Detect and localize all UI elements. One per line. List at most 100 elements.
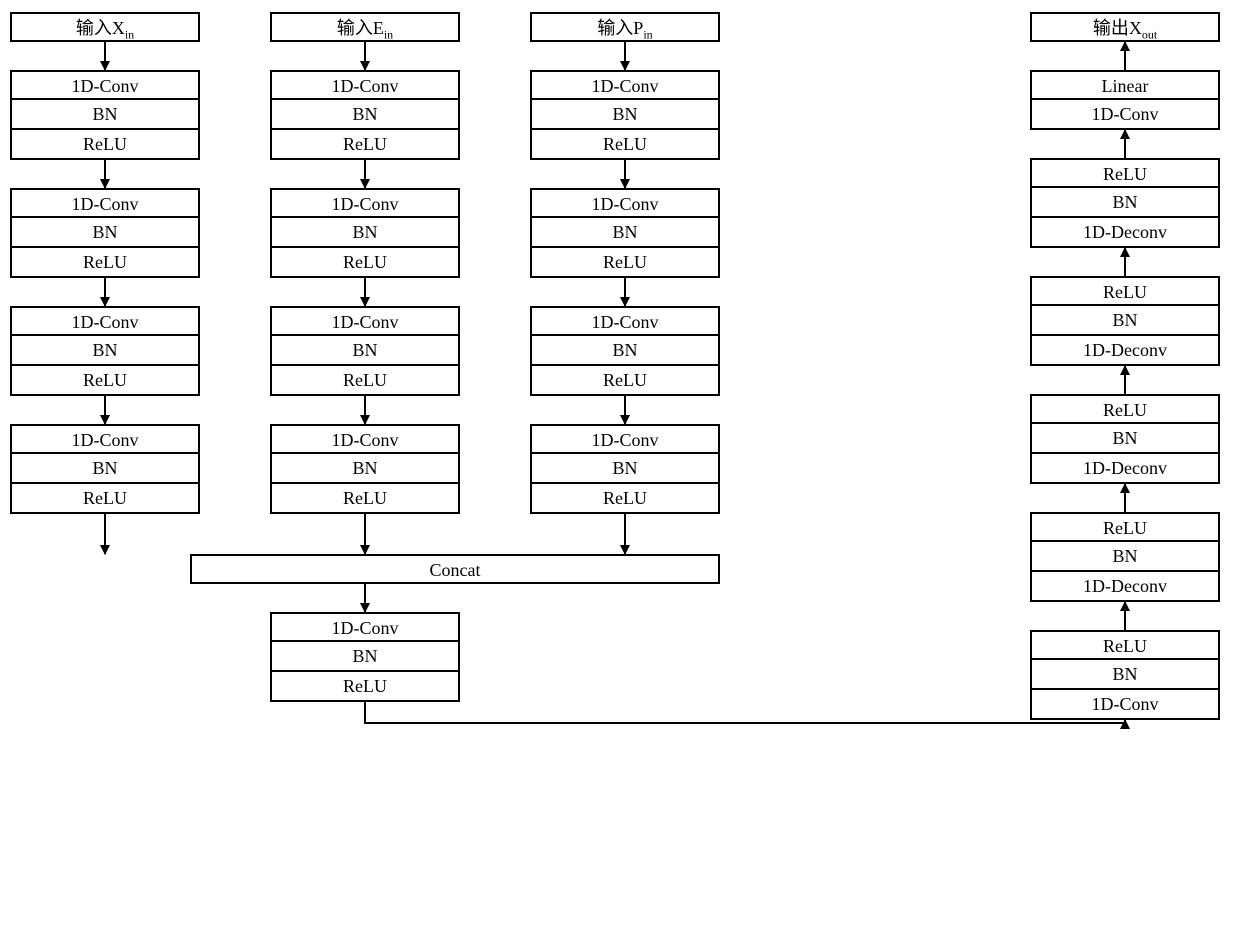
diagram-box: ReLU (530, 484, 720, 514)
diagram-box: 1D-Conv (1030, 100, 1220, 130)
diagram-block-group: 1D-ConvBNReLU (270, 188, 460, 278)
arrow-up (1124, 484, 1126, 512)
arrow-down (624, 514, 626, 554)
diagram-box: BN (10, 336, 200, 366)
arrow-down (104, 514, 106, 554)
diagram-box: ReLU (10, 248, 200, 278)
diagram-box: ReLU (10, 130, 200, 160)
diagram-box: BN (1030, 542, 1220, 572)
diagram-block-group: 1D-ConvBNReLU (530, 70, 720, 160)
diagram-box: ReLU (1030, 158, 1220, 188)
diagram-block-group: 1D-ConvBNReLU (270, 70, 460, 160)
diagram-box: BN (530, 336, 720, 366)
arrow-up (1124, 602, 1126, 630)
diagram-box: 1D-Conv (10, 306, 200, 336)
diagram-box: 1D-Conv (530, 70, 720, 100)
diagram-box: BN (10, 218, 200, 248)
diagram-box: BN (270, 642, 460, 672)
diagram-box: 输入Xin (10, 12, 200, 42)
diagram-box: 1D-Conv (270, 424, 460, 454)
diagram-box: ReLU (1030, 276, 1220, 306)
arrow-down (364, 42, 366, 70)
diagram-box: 输入Ein (270, 12, 460, 42)
diagram-box: ReLU (270, 248, 460, 278)
diagram-box: ReLU (270, 672, 460, 702)
diagram-block-group: ReLUBN1D-Deconv (1030, 276, 1220, 366)
diagram-box: BN (270, 218, 460, 248)
diagram-box: 1D-Deconv (1030, 218, 1220, 248)
diagram-block-group: 1D-ConvBNReLU (270, 306, 460, 396)
arrow-down (364, 396, 366, 424)
diagram-box: 1D-Conv (1030, 690, 1220, 720)
diagram-box: 输入Pin (530, 12, 720, 42)
diagram-box: ReLU (1030, 394, 1220, 424)
diagram-box: Concat (190, 554, 720, 584)
arrow-up (1124, 130, 1126, 158)
diagram-block-group: 1D-ConvBNReLU (10, 188, 200, 278)
diagram-box: BN (10, 454, 200, 484)
diagram-box: ReLU (10, 366, 200, 396)
arrow-down (104, 278, 106, 306)
arrow-down (104, 160, 106, 188)
arrow-up (1124, 42, 1126, 70)
diagram-box: ReLU (10, 484, 200, 514)
diagram-box: BN (270, 454, 460, 484)
diagram-box: 1D-Conv (270, 188, 460, 218)
diagram-block-group: 1D-ConvBNReLU (530, 424, 720, 514)
connector-line (364, 702, 366, 722)
diagram-block-group: 1D-ConvBNReLU (270, 424, 460, 514)
diagram-box: 1D-Conv (530, 188, 720, 218)
diagram-box: 1D-Deconv (1030, 572, 1220, 602)
diagram-box: BN (10, 100, 200, 130)
diagram-box: 1D-Conv (10, 70, 200, 100)
diagram-block-group: ReLUBN1D-Deconv (1030, 394, 1220, 484)
diagram-box: 1D-Conv (270, 70, 460, 100)
diagram-box: BN (530, 218, 720, 248)
diagram-block-group: 1D-ConvBNReLU (10, 70, 200, 160)
diagram-block-group: ReLUBN1D-Conv (1030, 630, 1220, 720)
diagram-box: BN (1030, 424, 1220, 454)
diagram-block-group: 1D-ConvBNReLU (10, 306, 200, 396)
diagram-box: 1D-Conv (10, 188, 200, 218)
arrow-down (364, 584, 366, 612)
arrow-down (104, 396, 106, 424)
connector-line (364, 722, 1126, 724)
diagram-box: BN (1030, 660, 1220, 690)
diagram-block-group: 1D-ConvBNReLU (10, 424, 200, 514)
diagram-box: BN (270, 100, 460, 130)
diagram-block-group: Linear1D-Conv (1030, 70, 1220, 130)
diagram-box: 1D-Conv (530, 424, 720, 454)
arrow-down (624, 42, 626, 70)
diagram-box: 1D-Deconv (1030, 454, 1220, 484)
arrow-down (104, 42, 106, 70)
diagram-box: 1D-Conv (270, 612, 460, 642)
arrow-up (1124, 248, 1126, 276)
diagram-box: ReLU (270, 366, 460, 396)
arrow-down (364, 278, 366, 306)
diagram-box: BN (530, 100, 720, 130)
diagram-box: 1D-Deconv (1030, 336, 1220, 366)
diagram-box: 输出Xout (1030, 12, 1220, 42)
diagram-box: BN (530, 454, 720, 484)
diagram-box: Linear (1030, 70, 1220, 100)
diagram-block-group: ReLUBN1D-Deconv (1030, 512, 1220, 602)
diagram-box: ReLU (270, 130, 460, 160)
diagram-block-group: 1D-ConvBNReLU (530, 306, 720, 396)
diagram-box: 1D-Conv (530, 306, 720, 336)
diagram-box: BN (270, 336, 460, 366)
diagram-box: ReLU (1030, 630, 1220, 660)
arrow-down (624, 278, 626, 306)
diagram-box: ReLU (1030, 512, 1220, 542)
arrow-down (624, 396, 626, 424)
diagram-box: ReLU (530, 366, 720, 396)
diagram-box: ReLU (270, 484, 460, 514)
arrow-down (624, 160, 626, 188)
arrow-down (364, 160, 366, 188)
diagram-box: 1D-Conv (10, 424, 200, 454)
diagram-block-group: ReLUBN1D-Deconv (1030, 158, 1220, 248)
diagram-box: BN (1030, 306, 1220, 336)
diagram-block-group: 1D-ConvBNReLU (270, 612, 460, 702)
arrow-up (1124, 366, 1126, 394)
arrow-down (364, 514, 366, 554)
arrow-up (1124, 720, 1126, 724)
